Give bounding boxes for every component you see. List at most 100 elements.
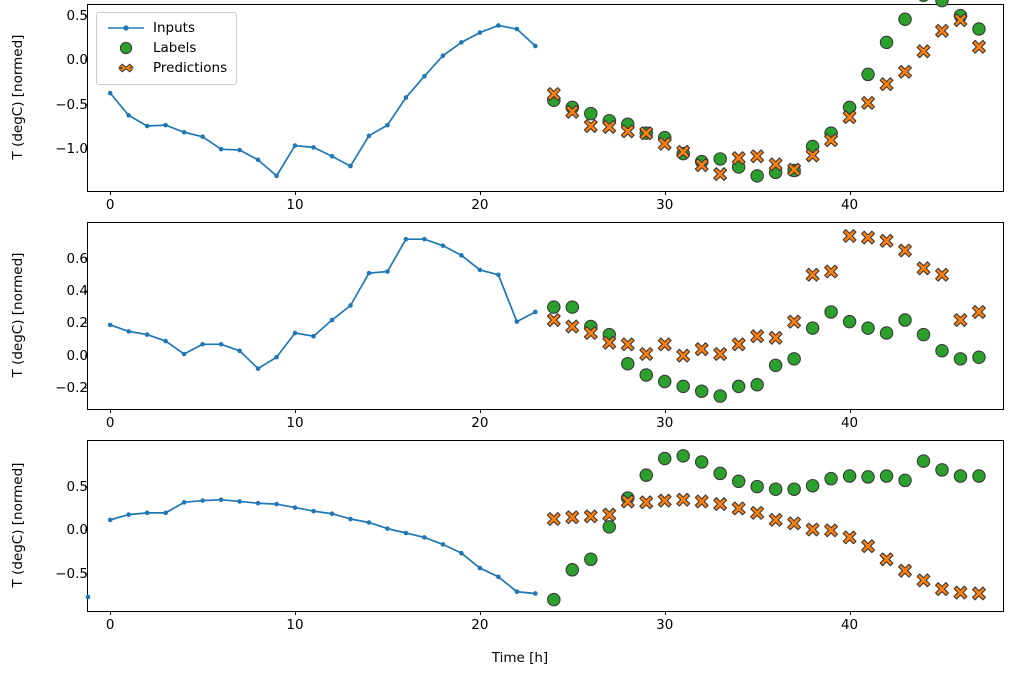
inputs-point — [144, 510, 150, 516]
inputs-point — [274, 173, 279, 179]
circle-icon — [105, 41, 147, 55]
legend-label-predictions: Predictions — [153, 60, 228, 76]
predictions-point — [824, 264, 839, 279]
x-tick-mark — [110, 191, 112, 195]
predictions-point — [546, 87, 561, 101]
x-tick-mark — [110, 611, 112, 615]
y-tick-label: 0.0 — [66, 52, 88, 69]
predictions-point — [713, 347, 728, 361]
legend-item-inputs: Inputs — [105, 18, 227, 38]
inputs-point — [385, 526, 390, 531]
inputs-point — [533, 309, 538, 315]
inputs-point — [126, 329, 131, 334]
predictions-point — [768, 157, 783, 172]
labels-point — [657, 374, 672, 389]
labels-point — [898, 473, 912, 488]
predictions-point — [620, 494, 635, 509]
predictions-point — [898, 243, 912, 258]
y-tick-label: 0.5 — [66, 7, 88, 24]
x-tick-mark — [849, 611, 851, 615]
inputs-point — [126, 113, 131, 118]
inputs-point — [533, 43, 538, 49]
inputs-point — [255, 366, 261, 371]
legend: Inputs Labels Predictions — [96, 12, 238, 85]
inputs-point — [348, 163, 353, 169]
predictions-point — [879, 77, 894, 92]
x-tick-mark — [295, 191, 297, 195]
labels-point — [584, 552, 598, 567]
y-tick-label: −0.2 — [55, 379, 88, 396]
inputs-point — [329, 153, 335, 159]
predictions-point — [750, 505, 765, 520]
inputs-point — [496, 574, 501, 580]
labels-point — [842, 469, 857, 483]
labels-point — [953, 469, 968, 483]
labels-point — [639, 368, 653, 382]
predictions-point — [842, 530, 857, 545]
inputs-point — [459, 550, 464, 556]
inputs-point — [237, 348, 242, 354]
predictions-point — [583, 509, 598, 524]
predictions-point — [916, 44, 931, 59]
inputs-point — [311, 145, 316, 150]
predictions-point — [842, 110, 857, 125]
line-dot-icon — [105, 21, 147, 35]
predictions-point — [787, 162, 802, 177]
chart-panel-1: 0.6 0.4 0.2 0.0 −0.2 0 10 20 30 40 — [55, 222, 1004, 431]
labels-point — [602, 520, 617, 534]
inputs-point — [292, 505, 298, 510]
inputs-point — [422, 535, 427, 540]
predictions-point — [787, 516, 802, 531]
labels-point — [584, 106, 598, 121]
legend-label-labels: Labels — [153, 40, 197, 56]
labels-point — [694, 384, 709, 398]
predictions-point — [935, 23, 949, 38]
inputs-point — [403, 236, 409, 242]
labels-point — [805, 321, 820, 335]
predictions-point — [953, 313, 968, 327]
inputs-point — [85, 594, 91, 600]
y-axis-label-panel-0: T (degC) [normed] — [10, 34, 26, 160]
labels-point — [972, 469, 986, 483]
labels-point — [898, 313, 912, 327]
x-tick-mark — [664, 191, 666, 195]
predictions-point — [602, 119, 617, 134]
predictions-point — [694, 158, 709, 173]
predictions-point — [953, 13, 968, 28]
inputs-point — [440, 542, 446, 547]
inputs-point — [218, 497, 224, 503]
labels-point — [824, 471, 838, 486]
labels-point — [842, 314, 857, 329]
inputs-point — [292, 330, 298, 336]
labels-point — [676, 449, 690, 463]
predictions-point — [787, 314, 802, 329]
predictions-point — [750, 329, 765, 344]
predictions-point — [565, 319, 580, 334]
inputs-point — [144, 123, 150, 129]
labels-point — [805, 478, 820, 493]
predictions-point — [694, 494, 709, 509]
predictions-point — [879, 233, 894, 248]
inputs-point — [163, 338, 168, 344]
predictions-point — [972, 586, 986, 601]
predictions-point — [935, 582, 949, 597]
labels-point — [731, 474, 746, 489]
predictions-point — [583, 326, 598, 340]
inputs-point — [181, 500, 187, 505]
x-tick-mark — [110, 409, 112, 413]
inputs-point — [459, 40, 464, 45]
labels-point — [694, 455, 709, 469]
inputs-point — [237, 147, 242, 153]
labels-point — [972, 22, 986, 36]
inputs-point — [329, 511, 335, 517]
x-axis-label-text: Time [h] — [491, 650, 549, 666]
x-tick-label: 10 — [286, 197, 304, 213]
x-tick-label: 30 — [656, 197, 674, 213]
predictions-point — [731, 501, 746, 516]
predictions-point — [916, 261, 931, 276]
predictions-point — [842, 228, 857, 243]
labels-point — [898, 12, 912, 26]
x-tick-mark — [664, 409, 666, 413]
labels-point — [842, 100, 857, 115]
labels-point — [861, 470, 875, 484]
